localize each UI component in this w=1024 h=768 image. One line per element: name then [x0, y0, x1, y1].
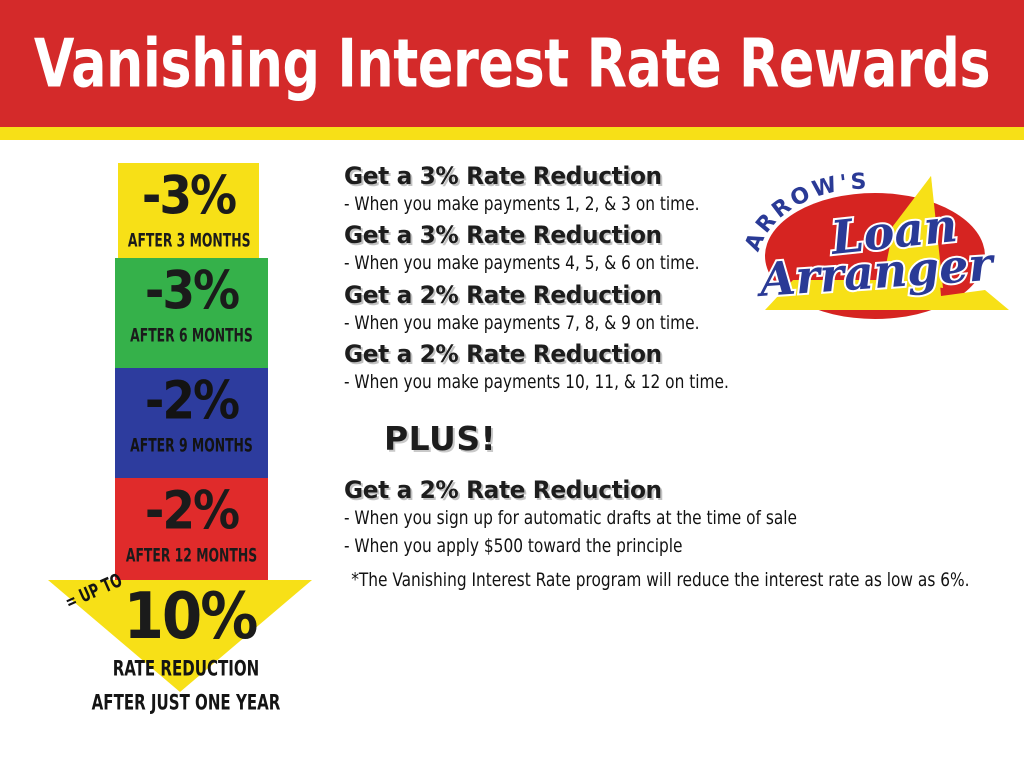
- rate-block-percent: -2%: [144, 480, 240, 542]
- brand-logo: ARROW'S Loan Arranger: [735, 168, 1015, 348]
- offer-heading: Get a 3% Rate Reduction: [344, 162, 662, 190]
- rate-block: -3% AFTER 3 MONTHS: [118, 163, 259, 258]
- total-reduction-arrow: = UP TO 10%: [48, 570, 312, 692]
- offer-detail: - When you sign up for automatic drafts …: [344, 506, 798, 529]
- plus-headline: PLUS!: [384, 418, 497, 458]
- offer-detail: - When you make payments 4, 5, & 6 on ti…: [344, 252, 700, 275]
- rate-block-label: AFTER 9 MONTHS: [130, 434, 253, 456]
- rate-block-label: AFTER 3 MONTHS: [127, 229, 251, 251]
- rate-block-label: AFTER 6 MONTHS: [130, 324, 253, 346]
- offer-heading: Get a 2% Rate Reduction: [344, 340, 662, 369]
- logo-arrow-icon: [765, 176, 1009, 310]
- rate-block-percent: -2%: [144, 370, 240, 432]
- offer-item: Get a 3% Rate Reduction - When you make …: [344, 162, 1004, 218]
- rate-block: -3% AFTER 6 MONTHS: [115, 258, 268, 368]
- down-arrow-icon: [48, 580, 312, 692]
- arrow-caption-line1: RATE REDUCTION: [112, 656, 260, 682]
- offer-detail: - When you apply $500 toward the princip…: [344, 535, 683, 558]
- offer-detail: - When you make payments 1, 2, & 3 on ti…: [344, 192, 700, 215]
- header-accent-stripe: [0, 127, 1024, 140]
- offer-detail: - When you make payments 10, 11, & 12 on…: [344, 371, 729, 394]
- offer-item: Get a 2% Rate Reduction - When you make …: [344, 340, 1004, 396]
- rate-block-percent: -3%: [141, 165, 237, 227]
- offer-item: Get a 2% Rate Reduction - When you make …: [344, 280, 1004, 337]
- footnote-text: *The Vanishing Interest Rate program wil…: [351, 568, 970, 591]
- logo-graphic: ARROW'S Loan Arranger: [741, 169, 1009, 319]
- rate-block: -2% AFTER 9 MONTHS: [115, 368, 268, 478]
- offer-heading: Get a 2% Rate Reduction: [344, 475, 662, 504]
- offers-column: Get a 3% Rate Reduction - When you make …: [344, 162, 1004, 594]
- offer-item: Get a 3% Rate Reduction - When you make …: [344, 221, 1004, 277]
- logo-script-line1: Loan: [827, 198, 960, 265]
- offer-item-plus: Get a 2% Rate Reduction - When you sign …: [344, 475, 1004, 561]
- offer-heading: Get a 3% Rate Reduction: [344, 221, 662, 250]
- offer-detail: - When you make payments 7, 8, & 9 on ti…: [344, 311, 700, 334]
- rate-block: -2% AFTER 12 MONTHS: [115, 478, 268, 580]
- logo-arrow-head-icon: [885, 176, 943, 288]
- arrow-caption-line2: AFTER JUST ONE YEAR: [91, 690, 281, 716]
- arrow-total-percent: 10%: [123, 578, 259, 654]
- rate-block-stack: -3% AFTER 3 MONTHS -3% AFTER 6 MONTHS -2…: [115, 163, 268, 580]
- offer-heading: Get a 2% Rate Reduction: [344, 280, 662, 309]
- rate-block-percent: -3%: [144, 260, 240, 322]
- header-banner: [0, 0, 1024, 127]
- page-title: Vanishing Interest Rate Rewards: [33, 24, 991, 103]
- rate-block-label: AFTER 12 MONTHS: [125, 544, 258, 566]
